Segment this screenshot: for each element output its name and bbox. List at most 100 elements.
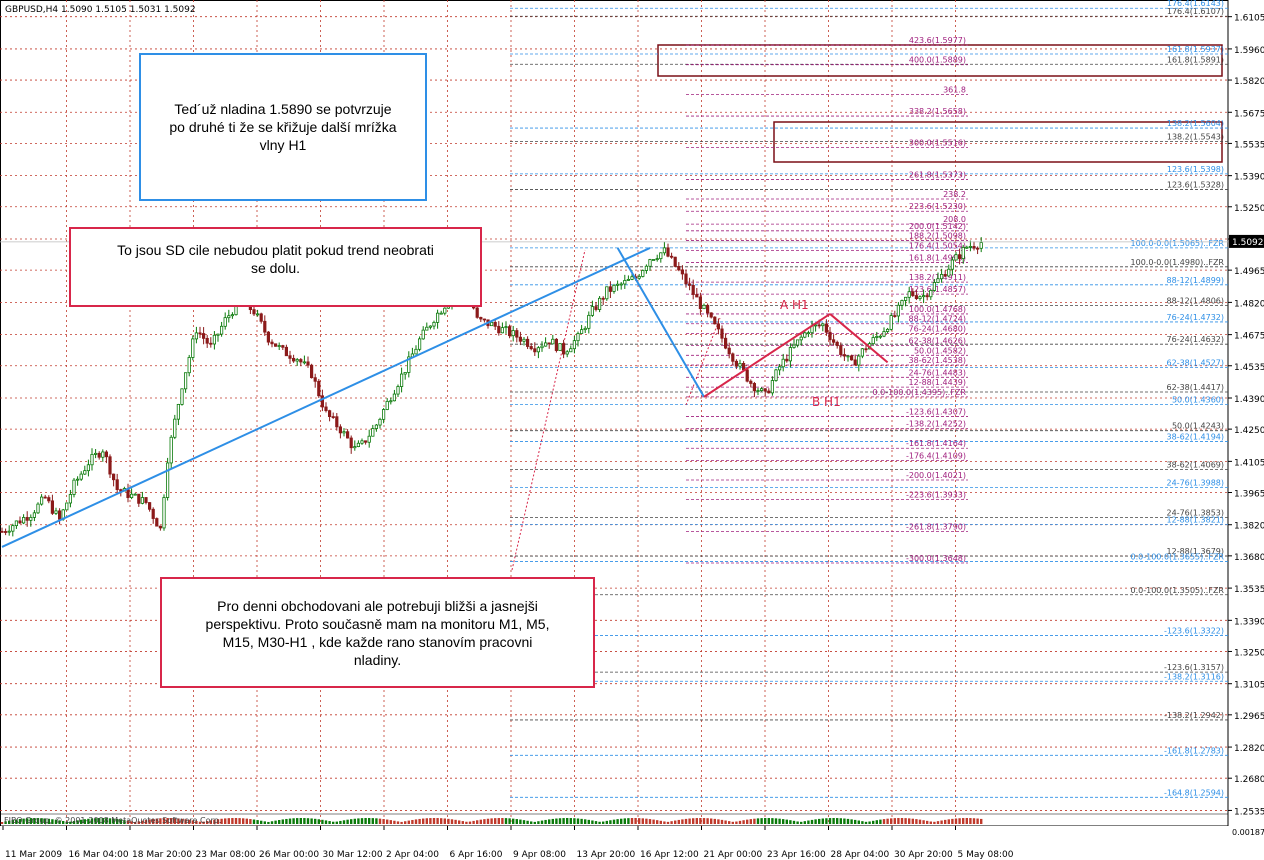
indicator-bar	[645, 818, 648, 824]
candle-body	[50, 500, 55, 514]
indicator-bar	[62, 821, 65, 824]
candle-body	[882, 331, 886, 337]
indicator-bar	[972, 818, 976, 824]
indicator-bar	[119, 819, 122, 824]
indicator-bar	[548, 819, 551, 824]
price-tick-label: 1.3535	[1234, 585, 1264, 595]
candle-body	[940, 274, 944, 280]
candle-body	[385, 400, 389, 410]
indicator-bar	[620, 818, 623, 824]
candle-body	[659, 252, 663, 260]
fib-label: 100.0(1.4768)	[909, 305, 966, 314]
candle-body	[918, 296, 922, 299]
indicator-bar	[418, 818, 421, 824]
candle-body	[482, 318, 487, 321]
time-tick-label: 13 Apr 20:00	[577, 850, 636, 860]
indicator-bar	[342, 820, 346, 824]
fib-label: 50.0(1.4243)	[1172, 422, 1224, 431]
candle-body	[479, 316, 483, 320]
indicator-bar	[598, 821, 601, 824]
indicator-bar	[0, 822, 4, 824]
candle-body	[115, 479, 119, 490]
indicator-bar	[954, 818, 958, 824]
fib-label: 62-38(1.4417)	[1167, 383, 1224, 392]
indicator-bar	[278, 819, 281, 824]
candle-body	[864, 348, 868, 351]
fib-label: 400.0(1.5889)	[909, 56, 966, 65]
fib-label: -123.6(1.4307)	[906, 407, 966, 416]
indicator-bar	[782, 819, 785, 824]
indicator-bar	[836, 818, 839, 824]
candle-body	[507, 326, 512, 337]
indicator-bar	[958, 818, 961, 824]
indicator-bar	[231, 818, 234, 824]
indicator-bar	[962, 818, 965, 824]
indicator-bar	[184, 819, 187, 824]
indicator-bar	[292, 818, 295, 824]
indicator-bar	[663, 821, 666, 824]
candle-body	[227, 315, 231, 319]
candle-body	[551, 338, 555, 345]
fib-label: -138.2(1.2942)	[1164, 711, 1224, 720]
candle-body	[302, 361, 307, 364]
candle-body	[317, 380, 321, 397]
indicator-bar	[623, 818, 626, 824]
candle-body	[814, 324, 818, 327]
candle-body	[79, 473, 83, 480]
indicator-bar	[177, 818, 180, 824]
candle-body	[896, 304, 901, 317]
indicator-bar	[54, 819, 58, 824]
indicator-bar	[461, 821, 464, 824]
candle-body	[688, 283, 692, 286]
indicator-bar	[864, 821, 868, 824]
candle-body	[540, 345, 544, 349]
indicator-bar	[850, 819, 853, 824]
indicator-bar	[314, 818, 317, 824]
candle-body	[180, 388, 184, 405]
indicator-bar	[299, 818, 302, 824]
indicator-bar	[76, 820, 79, 824]
candle-body	[752, 383, 757, 392]
candle-body	[562, 343, 566, 355]
price-tick-label: 1.5390	[1234, 173, 1264, 183]
candle-body	[702, 304, 706, 310]
indicator-bar	[18, 818, 22, 824]
indicator-bar	[695, 818, 698, 824]
fib-label: -161.8(1.2783)	[1164, 746, 1224, 755]
indicator-bar	[458, 820, 461, 824]
indicator-bar	[746, 819, 749, 824]
indicator-bar	[414, 819, 418, 824]
fib-label: 12-88(1.3821)	[1167, 516, 1224, 525]
candle-body	[572, 340, 577, 350]
indicator-bar	[65, 821, 68, 824]
time-tick-label: 18 Mar 20:00	[132, 850, 192, 860]
candle-body	[972, 246, 976, 249]
candle-body	[922, 295, 926, 298]
indicator-bar	[425, 818, 428, 824]
indicator-bar	[965, 818, 968, 824]
indicator-bar	[843, 818, 846, 824]
fib-label: 223.6(1.5230)	[909, 202, 966, 211]
candle-body	[605, 286, 609, 300]
candle-body	[320, 395, 325, 408]
indicator-bar	[486, 818, 490, 824]
candle-body	[11, 525, 15, 532]
fib-label: 188.2(1.5098)	[909, 232, 966, 241]
candle-body	[770, 380, 775, 394]
candle-body	[7, 530, 11, 533]
indicator-bar	[908, 818, 911, 824]
note1-line3: vlny H1	[259, 137, 307, 153]
copyright-label: FIBO Group, © 2001-2008 MetaQuotes Softw…	[4, 816, 221, 825]
candle-body	[83, 470, 87, 475]
candle-body	[425, 326, 429, 331]
indicator-bar	[753, 818, 756, 824]
indicator-bar	[825, 818, 828, 824]
price-tick-label: 1.3820	[1234, 522, 1264, 532]
indicator-bar	[609, 820, 612, 824]
candle-body	[583, 327, 587, 331]
indicator-bar	[731, 821, 734, 824]
candle-body	[32, 512, 37, 518]
time-tick-label: 16 Apr 12:00	[640, 850, 699, 860]
candle-body	[144, 497, 148, 503]
candle-body	[796, 339, 800, 346]
